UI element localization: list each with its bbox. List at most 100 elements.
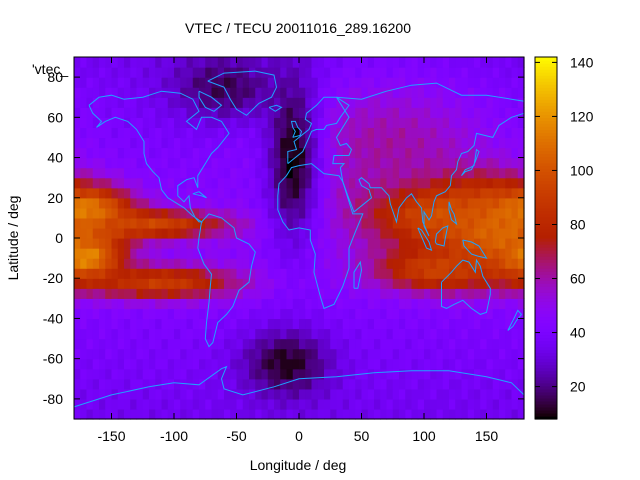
heat-cell	[499, 328, 506, 340]
heat-cell	[149, 388, 156, 400]
colorbar-step	[535, 391, 557, 396]
heat-cell	[230, 248, 238, 259]
heat-cell	[486, 227, 494, 239]
heat-cell	[261, 207, 269, 219]
heat-cell	[142, 338, 150, 350]
heat-cell	[217, 197, 225, 209]
colorbar-step	[535, 382, 557, 387]
heat-cell	[411, 248, 419, 259]
heat-cell	[92, 378, 100, 390]
heat-cell	[305, 388, 313, 400]
heat-cell	[130, 298, 138, 309]
heat-cell	[192, 87, 200, 98]
heat-cell	[286, 318, 294, 330]
heat-cell	[274, 278, 281, 289]
heat-cell	[367, 167, 375, 179]
heat-cell	[361, 318, 369, 330]
x-tick-label: -50	[226, 428, 246, 444]
heat-cell	[417, 217, 425, 229]
heat-cell	[380, 398, 388, 410]
heat-cell	[436, 207, 444, 219]
heat-cell	[392, 398, 400, 410]
x-tick-label: 100	[412, 428, 436, 444]
heat-cell	[411, 107, 419, 118]
heat-cell	[311, 348, 319, 360]
heat-cell	[205, 57, 213, 68]
heat-cell	[161, 238, 169, 249]
heat-cell	[105, 318, 113, 330]
colorbar-step	[535, 135, 557, 140]
heat-cell	[317, 338, 325, 350]
heat-cell	[336, 258, 344, 269]
heat-cell	[405, 107, 413, 118]
heat-cell	[367, 298, 375, 309]
heat-cell	[217, 328, 225, 340]
heat-cell	[80, 157, 88, 169]
heat-cell	[224, 388, 231, 400]
heat-cell	[149, 127, 156, 139]
heat-cell	[511, 77, 519, 88]
heat-cell	[267, 248, 275, 259]
heat-cell	[180, 177, 188, 189]
heat-cell	[342, 177, 350, 189]
heat-cell	[517, 197, 525, 209]
heat-cell	[305, 298, 313, 309]
heat-cell	[486, 378, 494, 390]
heat-cell	[424, 147, 431, 159]
heat-cell	[280, 227, 288, 239]
heat-cell	[167, 197, 175, 209]
heat-cell	[242, 328, 250, 340]
heat-cell	[230, 127, 238, 139]
heat-cell	[474, 298, 481, 309]
heat-cell	[155, 258, 163, 269]
heat-cell	[199, 217, 206, 229]
heat-cell	[224, 258, 231, 269]
colorbar-step	[535, 99, 557, 103]
heat-cell	[224, 238, 231, 249]
heat-cell	[167, 288, 175, 299]
heat-cell	[149, 378, 156, 390]
heat-cell	[367, 238, 375, 249]
heat-cell	[317, 248, 325, 259]
heat-cell	[411, 368, 419, 380]
heat-cell	[374, 127, 381, 139]
heat-cell	[174, 67, 181, 78]
heat-cell	[224, 157, 231, 169]
heat-cell	[330, 358, 338, 370]
heat-cell	[180, 318, 188, 330]
colorbar-step	[535, 180, 557, 185]
heat-cell	[449, 388, 456, 400]
heat-cell	[424, 127, 431, 139]
heat-cell	[355, 177, 363, 189]
colorbar-step	[535, 222, 557, 227]
heat-cell	[324, 248, 331, 259]
heat-cell	[311, 67, 319, 78]
heat-cell	[111, 117, 119, 128]
heat-cell	[430, 298, 438, 309]
heat-cell	[492, 298, 500, 309]
colorbar-step	[535, 316, 557, 321]
heat-cell	[486, 238, 494, 249]
heat-cell	[267, 358, 275, 370]
heat-cell	[361, 127, 369, 139]
heat-cell	[449, 177, 456, 189]
heat-cell	[236, 157, 244, 169]
heat-cell	[517, 127, 525, 139]
heat-cell	[105, 127, 113, 139]
colorbar-step	[535, 72, 557, 76]
heat-cell	[249, 67, 256, 78]
heat-cell	[442, 217, 450, 229]
heat-cell	[124, 87, 131, 98]
heat-cell	[199, 398, 206, 410]
heat-cell	[86, 157, 94, 169]
heat-cell	[130, 207, 138, 219]
heat-cell	[105, 87, 113, 98]
heat-cell	[324, 398, 331, 410]
heat-cell	[499, 238, 506, 249]
heat-cell	[474, 117, 481, 128]
heat-cell	[399, 167, 406, 179]
heat-cell	[92, 358, 100, 370]
heat-cell	[74, 57, 81, 68]
heat-cell	[111, 147, 119, 159]
heat-cell	[411, 298, 419, 309]
